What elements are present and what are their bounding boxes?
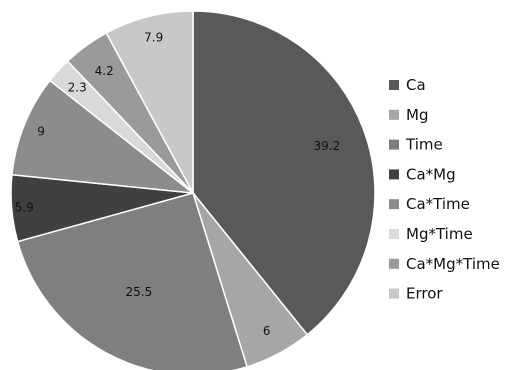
slice-value-label: 4.2 [95,64,114,78]
legend-swatch [389,169,399,180]
pie-slice-error [105,10,194,194]
pie-slice-time [16,192,248,370]
legend-entry-label: Ca [406,76,426,94]
slice-value-label: 39.2 [314,139,341,153]
slice-value-label: 7.9 [144,31,163,45]
legend-swatch [389,139,399,150]
legend: Ca Mg Time Ca*Mg Ca*Time Mg*Time Ca*Mg*Time Err… [389,76,500,303]
slice-value-label: 6 [263,324,271,338]
legend-swatch [389,288,399,299]
pie-slices [10,10,376,370]
legend-swatch [389,109,399,120]
legend-entry-label: Ca*Time [406,195,470,213]
legend-entry-label: Mg [406,106,428,124]
legend-swatch [389,80,399,90]
slice-value-label: 9 [37,125,45,139]
legend-entry-label: Ca*Mg [406,165,456,183]
legend-swatch [389,199,399,210]
legend-swatch [389,229,399,239]
pie-slice-ca [192,10,376,336]
legend-entry-label: Mg*Time [406,225,473,243]
legend-entry-label: Ca*Mg*Time [406,255,500,273]
pie-slice-ca-time [11,79,196,195]
slice-value-label: 25.5 [126,285,153,299]
legend-entry-label: Error [406,285,443,303]
legend-swatch [389,258,399,269]
legend-entry-label: Time [405,136,443,154]
slice-value-label: 5.9 [15,200,34,214]
slice-value-label: 2.3 [68,81,87,95]
pie-slice-labels: 39.2 6 25.5 5.9 9 2.3 4.2 7.9 [15,31,341,338]
